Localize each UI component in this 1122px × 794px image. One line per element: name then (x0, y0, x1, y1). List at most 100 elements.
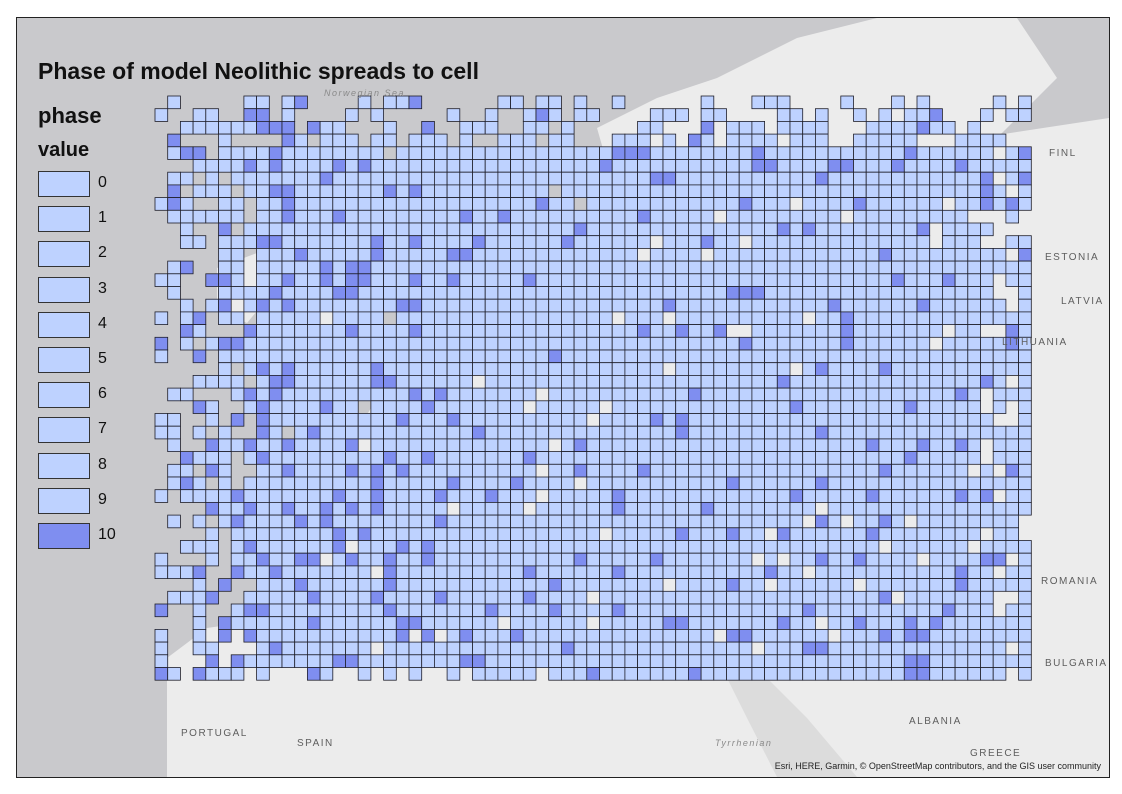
grid-cell (980, 514, 994, 529)
grid-cell (688, 400, 702, 414)
grid-cell (815, 527, 829, 541)
grid-cell (916, 616, 931, 630)
grid-cell (433, 565, 448, 580)
grid-cell (1018, 552, 1032, 567)
grid-cell (738, 527, 753, 541)
grid-cell (548, 578, 562, 592)
grid-cell (649, 374, 664, 389)
grid-cell (726, 336, 740, 351)
map-frame[interactable]: Norwegian Sea FINL ESTONIA LATVIA LITHUA… (16, 17, 1110, 778)
grid-cell (345, 235, 359, 249)
grid-cell (700, 641, 715, 656)
grid-cell (395, 413, 410, 427)
grid-cell (408, 286, 423, 300)
grid-cell (942, 311, 956, 325)
grid-cell (357, 324, 372, 338)
grid-cell (865, 463, 880, 478)
grid-cell (510, 629, 524, 643)
grid-cell (954, 654, 969, 668)
grid-cell (472, 590, 486, 605)
grid-cell (179, 324, 194, 338)
grid-cell (815, 260, 829, 275)
grid-cell (929, 374, 943, 389)
grid-cell (903, 400, 918, 414)
grid-cell (954, 336, 969, 351)
grid-cell (319, 413, 334, 427)
grid-cell (675, 501, 689, 516)
grid-cell (764, 362, 778, 376)
grid-cell (637, 540, 651, 554)
grid-cell (764, 425, 778, 440)
grid-cell (472, 552, 486, 567)
grid-cell (433, 463, 448, 478)
grid-cell (916, 260, 931, 275)
grid-cell (192, 311, 207, 325)
grid-cell (192, 616, 207, 630)
grid-cell (688, 603, 702, 618)
grid-cell (268, 641, 283, 656)
grid-cell (573, 286, 588, 300)
grid-cell (713, 514, 727, 529)
grid-cell (446, 438, 461, 452)
grid-cell (611, 578, 626, 592)
grid-cell (853, 476, 867, 491)
grid-cell (370, 527, 384, 541)
grid-cell (802, 159, 816, 173)
grid-cell (1005, 514, 1020, 529)
grid-cell (218, 146, 232, 160)
grid-cell (357, 336, 372, 351)
grid-cell (446, 590, 461, 605)
grid-cell (230, 146, 245, 160)
grid-cell (967, 222, 981, 237)
grid-cell (446, 108, 461, 122)
grid-cell (484, 425, 499, 440)
grid-cell (802, 603, 816, 618)
grid-cell (205, 667, 219, 681)
grid-cell (827, 336, 842, 351)
grid-cell (726, 590, 740, 605)
grid-cell (751, 603, 766, 618)
grid-cell (319, 565, 334, 580)
grid-cell (942, 616, 956, 630)
grid-cell (1005, 108, 1020, 122)
grid-cell (586, 514, 600, 529)
grid-cell (256, 654, 270, 668)
grid-cell (395, 209, 410, 224)
grid-cell (548, 565, 562, 580)
grid-cell (1005, 565, 1020, 580)
grid-cell (230, 311, 245, 325)
grid-cell (256, 463, 270, 478)
grid-cell (992, 197, 1007, 211)
grid-cell (764, 260, 778, 275)
grid-cell (383, 603, 397, 618)
grid-cell (662, 616, 677, 630)
grid-cell (484, 463, 499, 478)
grid-cell (167, 184, 181, 198)
grid-cell (256, 552, 270, 567)
grid-cell (903, 362, 918, 376)
grid-cell (395, 197, 410, 211)
grid-cell (522, 222, 537, 237)
grid-cell (865, 311, 880, 325)
grid-cell (789, 133, 804, 148)
grid-cell (586, 171, 600, 186)
grid-cell (167, 476, 181, 491)
grid-cell (357, 286, 372, 300)
grid-cell (421, 514, 435, 529)
grid-cell (446, 171, 461, 186)
grid-cell (573, 501, 588, 516)
grid-cell (802, 667, 816, 681)
grid-cell (218, 184, 232, 198)
grid-cell (1018, 286, 1032, 300)
grid-cell (827, 590, 842, 605)
grid-cell (345, 476, 359, 491)
grid-cell (268, 121, 283, 135)
grid-cell (827, 324, 842, 338)
grid-cell (675, 438, 689, 452)
grid-cell (980, 603, 994, 618)
grid-cell (281, 603, 296, 618)
grid-cell (878, 489, 893, 503)
grid-cell (230, 197, 245, 211)
grid-cell (357, 146, 372, 160)
grid-cell (294, 451, 308, 465)
